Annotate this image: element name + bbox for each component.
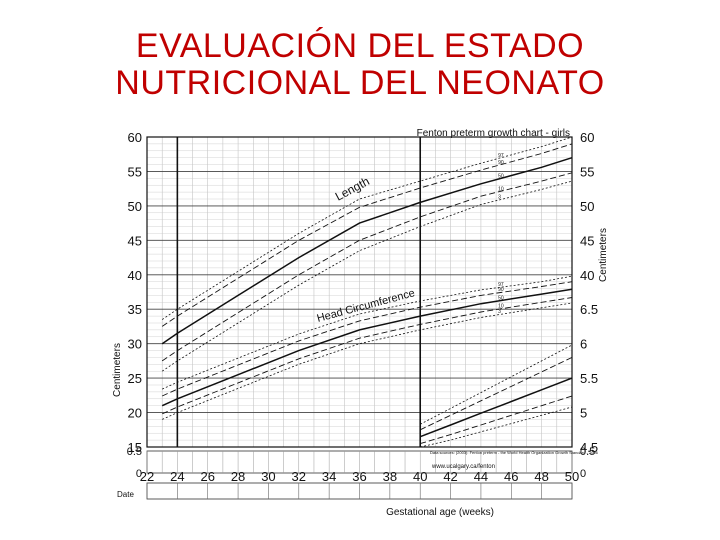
website-annotation: www.ucalgary.ca/fenton	[431, 464, 495, 470]
y-tick-label-left: 35	[128, 302, 142, 317]
x-tick-label: 36	[352, 469, 366, 484]
slide-title-line-1: EVALUACIÓN DEL ESTADO	[135, 27, 585, 65]
head-circumference-p10-curve	[162, 297, 573, 415]
percentile-label: 50	[498, 295, 504, 301]
chart-grid	[146, 136, 573, 500]
percentile-label: 50	[498, 174, 504, 180]
source-note: Data sources: (2003): Fenton preterm - t…	[430, 450, 599, 455]
x-tick-label: 28	[231, 469, 245, 484]
percentile-label: 97	[498, 153, 504, 159]
lower-tick-label-right: 0.5	[580, 446, 595, 458]
x-tick-label: 32	[292, 469, 306, 484]
y-tick-label-right: 5.5	[580, 371, 598, 386]
percentile-label: 3	[498, 309, 501, 315]
y-tick-label-left: 50	[128, 199, 142, 214]
length-p50-curve	[161, 156, 573, 345]
y-tick-label-right: 4.5	[580, 440, 598, 455]
length-p90-curve	[161, 143, 573, 327]
chart-curves	[161, 136, 573, 448]
weight-p90-curve	[420, 356, 573, 431]
x-tick-label: 42	[443, 469, 457, 484]
y-tick-label-left: 40	[128, 268, 142, 283]
date-label: Date	[117, 490, 134, 499]
percentile-label: 90	[498, 160, 504, 166]
head-circumference-p3-curve	[162, 302, 573, 420]
y-tick-label-left: 25	[128, 371, 142, 386]
length-p10-curve	[161, 172, 573, 362]
head-circumference-p97-curve	[162, 275, 573, 390]
x-tick-label: 40	[413, 469, 427, 484]
length-p3-curve	[161, 180, 573, 372]
y-tick-label-right: 6.5	[580, 302, 598, 317]
y-tick-label-right: 6	[580, 337, 587, 352]
lower-tick-label-right: 0	[580, 468, 586, 480]
y-tick-label-right: 55	[580, 164, 594, 179]
y-axis-label-left: Centimeters	[112, 343, 123, 397]
percentile-label: 10	[498, 186, 504, 192]
x-tick-label: 24	[170, 469, 184, 484]
chart-title: Fenton preterm growth chart - girls	[417, 128, 570, 139]
percentile-label: 3	[498, 195, 501, 201]
y-tick-label-right: 45	[580, 233, 594, 248]
slide-title: EVALUACIÓN DEL ESTADO NUTRICIONAL DEL NE…	[0, 28, 720, 102]
y-tick-label-right: 60	[580, 130, 594, 145]
x-tick-label: 50	[565, 469, 579, 484]
x-axis-label: Gestational age (weeks)	[386, 507, 494, 518]
head-circumference-p50-curve	[161, 288, 573, 407]
x-tick-label: 26	[200, 469, 214, 484]
x-tick-label: 22	[140, 469, 154, 484]
percentile-label: 90	[498, 287, 504, 293]
y-tick-label-left: 60	[128, 130, 142, 145]
y-tick-label-left: 15	[128, 440, 142, 455]
head-circumference-p90-curve	[162, 281, 573, 397]
slide-title-line-2: NUTRICIONAL DEL NEONATO	[115, 64, 605, 102]
x-tick-label: 30	[261, 469, 275, 484]
lower-tick-label-left: 0.5	[127, 446, 142, 458]
y-tick-label-right: 5	[580, 406, 587, 421]
x-tick-label: 38	[383, 469, 397, 484]
y-tick-label-left: 30	[128, 337, 142, 352]
y-tick-label-right: 40	[580, 268, 594, 283]
percentile-label: 10	[498, 304, 504, 310]
y-tick-label-left: 55	[128, 164, 142, 179]
x-tick-label: 44	[474, 469, 488, 484]
plot-frame	[146, 136, 573, 448]
weight-p97-curve	[420, 344, 573, 425]
x-tick-label: 46	[504, 469, 518, 484]
y-tick-label-left: 20	[128, 406, 142, 421]
y-tick-label-left: 45	[128, 233, 142, 248]
y-axis-label-right: Centimeters	[598, 228, 609, 282]
percentile-label: 97	[498, 282, 504, 288]
weight-p50-curve	[419, 377, 573, 438]
lower-tick-label-left: 0	[136, 468, 142, 480]
x-tick-label: 48	[534, 469, 548, 484]
weight-p3-curve	[420, 406, 573, 448]
x-tick-label: 34	[322, 469, 336, 484]
y-tick-label-right: 50	[580, 199, 594, 214]
